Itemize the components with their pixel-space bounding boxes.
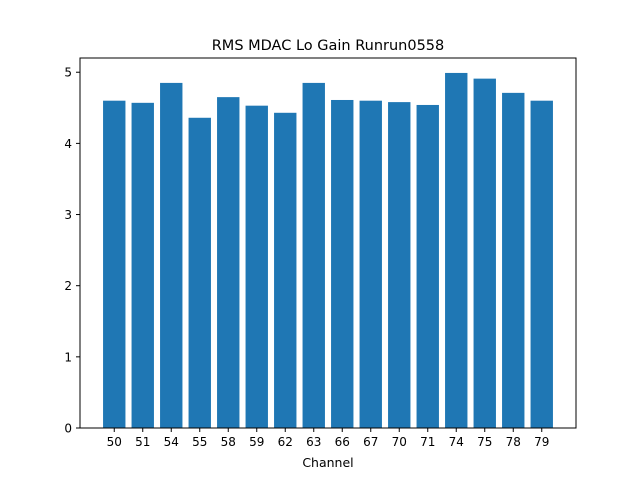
chart-title: RMS MDAC Lo Gain Runrun0558 (212, 38, 445, 54)
y-tick-label: 4 (64, 137, 72, 151)
bar-channel-55 (188, 117, 211, 429)
x-tick-label: 66 (335, 435, 350, 449)
x-tick-label: 55 (192, 435, 207, 449)
bar-channel-54 (160, 82, 183, 429)
bar-channel-71 (416, 104, 439, 428)
x-tick-label: 67 (363, 435, 378, 449)
bar-channel-63 (302, 82, 325, 429)
bar-channel-79 (530, 100, 553, 428)
x-tick-label: 59 (249, 435, 264, 449)
bar-channel-74 (445, 72, 468, 428)
y-tick-label: 2 (64, 279, 72, 293)
y-tick-label: 3 (64, 208, 72, 222)
bar-channel-75 (473, 78, 496, 428)
plot-frame (79, 57, 577, 429)
y-tick-label: 1 (64, 350, 72, 364)
bar-channel-62 (274, 112, 297, 429)
x-tick-label: 78 (506, 435, 521, 449)
x-tick-label: 70 (392, 435, 407, 449)
x-tick-label: 79 (534, 435, 549, 449)
y-tick-label: 5 (64, 66, 72, 80)
x-tick-label: 51 (135, 435, 150, 449)
bar-channel-59 (245, 105, 268, 428)
x-tick-label: 50 (107, 435, 122, 449)
bar-channel-67 (359, 100, 382, 428)
bar-channel-50 (103, 100, 126, 428)
bar-channel-78 (502, 92, 525, 428)
x-tick-label: 71 (420, 435, 435, 449)
x-tick-label: 74 (449, 435, 464, 449)
x-axis: 50 51 54 55 58 59 62 63 66 67 70 71 74 75 78 79 (107, 428, 549, 449)
x-tick-label: 63 (306, 435, 321, 449)
bar-channel-58 (217, 97, 240, 428)
bar-channel-70 (388, 102, 411, 428)
y-axis: 0 1 2 3 4 5 (64, 66, 80, 436)
x-tick-label: 58 (221, 435, 236, 449)
x-tick-label: 54 (164, 435, 179, 449)
bar-channel-51 (131, 102, 154, 429)
bar-channel-66 (331, 99, 354, 428)
x-tick-label: 62 (278, 435, 293, 449)
x-tick-label: 75 (477, 435, 492, 449)
bars-group (103, 72, 553, 429)
x-axis-label: Channel (302, 455, 353, 470)
y-tick-label: 0 (64, 422, 72, 436)
